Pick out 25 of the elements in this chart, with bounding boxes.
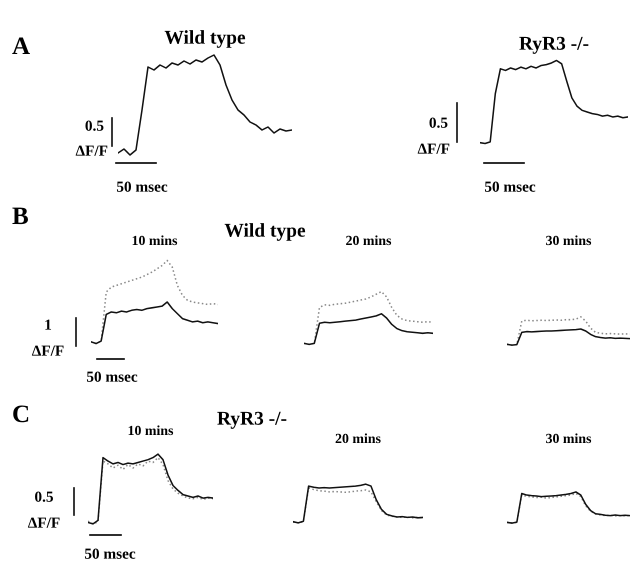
text: ΔF/F [28,518,60,528]
text: ΔF/F [418,144,450,154]
text: 1 [45,320,52,330]
chart-title: 10 mins [132,235,178,246]
chart-title: 20 mins [336,433,381,444]
text: 0.5 [85,120,104,131]
chart-title: RyR3 -/- [519,36,588,54]
text: 50 msec [116,182,168,192]
text: C [13,405,28,422]
text: RyR3 -/- [217,412,286,429]
text: ΔF/F [32,346,64,356]
text: 0.5 [35,492,53,502]
text: B [12,208,28,224]
text: ΔF/F [76,146,108,156]
chart-title: Wild type [164,30,246,48]
text: 50 msec [86,372,138,382]
chart-title: 20 mins [346,235,392,246]
text: A [12,38,30,54]
chart-title: 10 mins [128,425,174,436]
chart-title: 30 mins [546,433,592,444]
chart-title: 30 mins [546,235,592,246]
text: 50 msec [84,548,136,559]
text: 0.5 [429,118,448,128]
text: 50 msec [484,182,536,192]
text: Wild type [224,223,306,241]
